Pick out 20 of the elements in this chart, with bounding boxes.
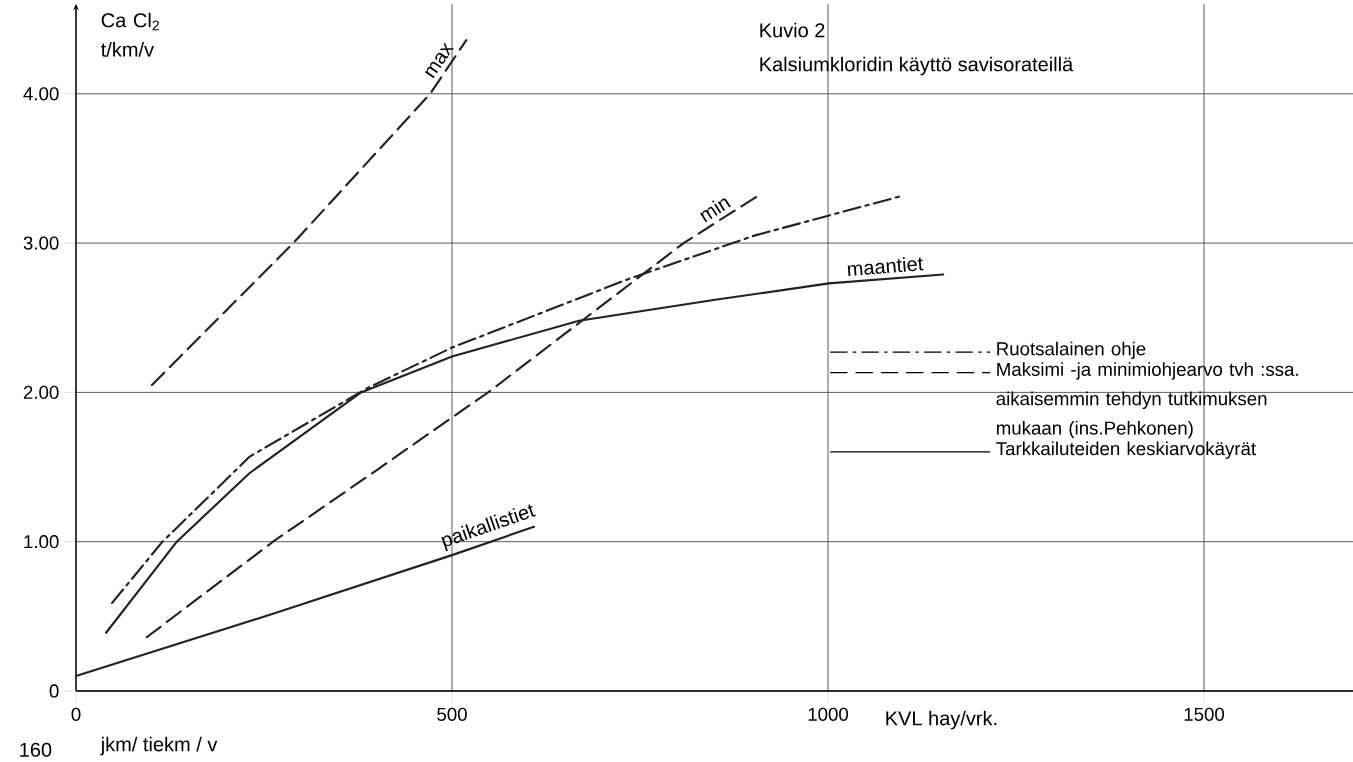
text: min [700, 198, 731, 223]
text: Ruotsalainen ohje [997, 341, 1146, 360]
x-tick-label: 0 [71, 707, 81, 721]
y-tick-label: 4.00 [23, 87, 59, 101]
text: 160 [20, 742, 52, 757]
y-tick-label: 3.00 [23, 236, 59, 250]
text: jkm/ tiekm / v [100, 736, 218, 756]
series-label: maantiet [847, 257, 924, 277]
x-tick-label: 500 [437, 707, 467, 721]
x-axis-title: KVL hay/vrk. [886, 710, 997, 730]
text: Kalsiumkloridin käyttö savisorateillä [760, 56, 1074, 76]
y-tick-label: 0 [49, 684, 59, 698]
x-tick-label: 1500 [1184, 707, 1225, 721]
text: Kuvio 2 [760, 22, 825, 38]
y-tick-label: 1.00 [24, 535, 59, 549]
y-axis-title: Ca Cl$_{2}$ t/km/v [101, 12, 159, 57]
annotation: Maksimi -ja minimiohjearvo tvh :ssa. aikaisemmin tehdyn tutkimuksen mukaan (ins.Pehkonen) [996, 362, 1298, 439]
y-tick-label: 2.00 [23, 385, 59, 399]
annotation: Tarkkailuteiden keskiarvokäyrät [996, 441, 1256, 459]
x-tick-label: 1000 [808, 707, 849, 721]
